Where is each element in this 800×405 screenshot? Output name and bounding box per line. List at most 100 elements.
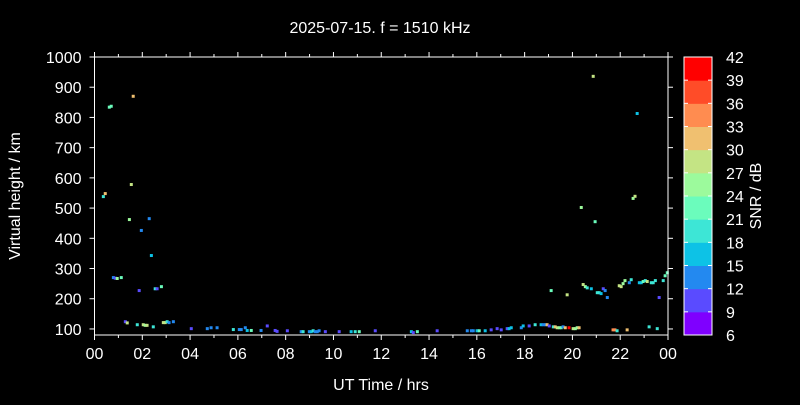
colorbar: 6 9 12 15 18 21 24 27 30 33 36 39 42 [683,50,744,345]
x-tick-label: 20 [564,346,582,363]
data-point [613,328,617,332]
data-point [589,287,593,291]
x-tick-label: 04 [181,346,199,363]
data-point [637,281,641,285]
y-tick-label: 400 [55,231,82,248]
data-point [123,320,127,324]
colorbar-tick-label: 15 [726,259,744,276]
data-point [611,328,615,332]
colorbar-bin [684,80,712,104]
data-point [265,324,269,328]
x-tick-label: 12 [372,346,390,363]
data-point [573,327,577,331]
data-point [615,329,619,333]
data-point [661,279,665,283]
data-point [411,331,415,335]
data-point [307,330,311,334]
data-point [245,328,249,332]
data-point [337,330,341,334]
x-tick-label: 16 [468,346,486,363]
data-point [623,279,627,283]
data-point [107,105,111,109]
data-point [155,287,159,291]
colorbar-tick-label: 24 [726,189,744,206]
plot-frame [94,56,669,336]
data-point [275,329,279,333]
data-point [507,327,511,331]
data-point [547,324,551,328]
data-point [209,326,213,330]
colorbar-tick-label: 12 [726,282,744,299]
data-point [119,276,123,280]
data-point [641,280,645,284]
data-point [137,289,141,293]
data-point [215,326,219,330]
x-tick-label: 10 [325,346,343,363]
colorbar-tick-label: 39 [726,73,744,90]
data-point [471,329,475,333]
data-point [639,281,643,285]
x-tick-label: 02 [133,346,151,363]
data-point [605,296,609,300]
data-point [581,283,585,287]
data-point [145,323,149,327]
data-point [149,254,153,258]
data-point [131,94,135,98]
colorbar-tick-label: 21 [726,212,744,229]
data-point [651,281,655,285]
colorbar-tick-label: 6 [726,328,735,345]
data-point [415,330,419,334]
data-point [579,205,583,209]
data-point [301,330,305,334]
data-point [553,325,557,329]
colorbar-tick-label: 27 [726,166,744,183]
data-point [643,279,647,283]
data-point [549,289,553,293]
y-axis-label: Virtual height / km [7,132,24,260]
data-point [645,280,649,284]
data-point [159,285,163,289]
data-point [575,326,579,330]
data-point [541,323,545,327]
data-point [373,329,377,333]
data-point [591,74,595,78]
colorbar-bin [684,103,712,127]
data-point [259,328,263,332]
data-point [273,328,277,332]
data-point [629,278,633,282]
data-point [655,327,659,331]
axes: 00 02 04 06 08 10 12 14 16 18 20 22 0010020030040050… [46,50,677,363]
data-point [357,330,361,334]
data-point [551,325,555,329]
data-point [125,321,129,325]
x-tick-label: 08 [277,346,295,363]
data-point [231,328,235,332]
data-point [603,289,607,293]
data-point [353,330,357,334]
data-point [103,192,107,196]
colorbar-bin [684,172,712,197]
data-point [555,326,559,330]
y-tick-label: 300 [55,262,82,279]
data-point [495,327,499,331]
data-point [161,321,165,325]
colorbar-bin [684,57,712,81]
data-point [101,195,105,199]
data-point [349,330,353,334]
data-point [167,321,171,325]
colorbar-label: SNR / dB [748,163,765,230]
y-tick-label: 200 [55,292,82,309]
data-point [483,329,487,333]
data-point [567,326,571,330]
data-point [543,323,547,327]
data-point [563,326,567,330]
x-tick-label: 14 [420,346,438,363]
data-point [657,296,661,300]
data-point [633,194,637,198]
x-tick-label: 06 [229,346,247,363]
data-point [475,329,479,333]
data-point [111,276,115,280]
data-point [127,218,131,222]
data-point [109,104,113,108]
